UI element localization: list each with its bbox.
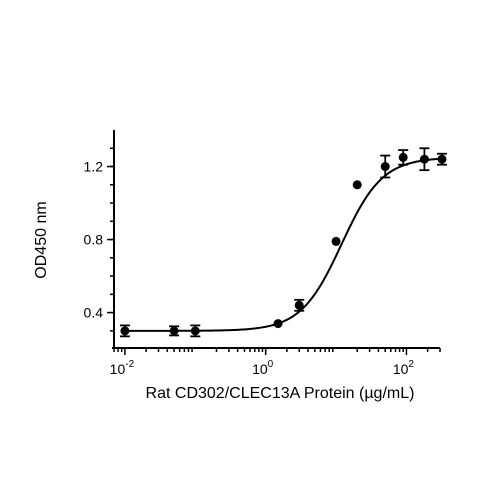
data-point	[419, 154, 429, 164]
data-point	[398, 152, 408, 162]
tick-marks: 0.4 0.8 1.2 10-2 100 102	[84, 147, 441, 377]
data-point	[120, 326, 130, 336]
data-point	[169, 326, 179, 336]
data-point	[273, 319, 283, 329]
x-tick-label: 100	[252, 359, 274, 377]
data-point	[352, 180, 362, 190]
y-tick-label: 0.8	[84, 232, 104, 248]
data-points-layer	[119, 147, 447, 338]
y-tick-label: 0.4	[84, 305, 104, 321]
data-point	[437, 154, 447, 164]
fit-curve	[124, 157, 443, 332]
data-point	[294, 300, 304, 310]
y-tick-label: 1.2	[84, 159, 104, 175]
data-point	[380, 162, 390, 172]
x-tick-label: 102	[393, 359, 415, 377]
axes	[112, 130, 440, 349]
x-tick-label: 10-2	[110, 359, 135, 377]
x-axis-label: Rat CD302/CLEC13A Protein (µg/mL)	[146, 385, 415, 402]
y-axis-label: OD450 nm	[33, 201, 50, 278]
fit-curve-layer	[124, 157, 443, 332]
data-point	[190, 326, 200, 336]
data-point	[331, 236, 341, 246]
